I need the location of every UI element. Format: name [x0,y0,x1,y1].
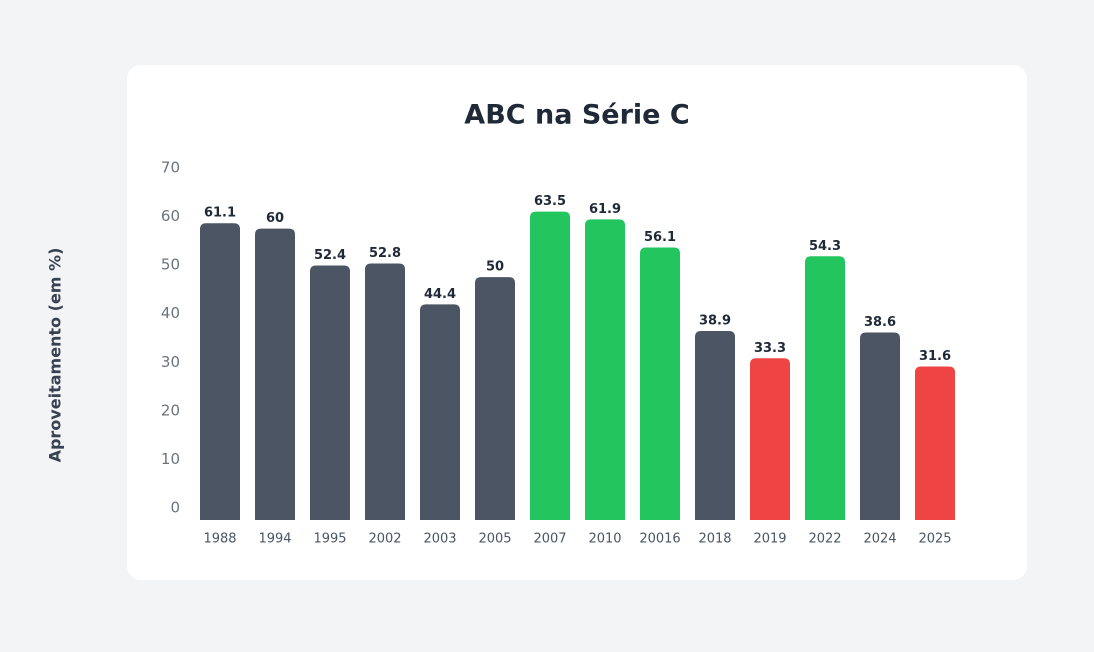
y-tick-label: 10 [161,450,180,468]
y-tick-label: 70 [161,159,180,177]
bar [310,265,350,520]
bar [475,277,515,520]
bar [420,304,460,520]
y-tick-label: 0 [170,499,180,517]
x-tick-label: 1995 [313,532,346,547]
x-tick-label: 2019 [753,532,786,547]
bar [695,331,735,520]
bar [915,366,955,520]
value-label: 38.9 [699,314,731,329]
value-label: 31.6 [919,349,951,364]
x-tick-label: 20016 [639,532,680,547]
x-tick-label: 1988 [203,532,236,547]
bar [530,211,570,521]
x-tick-label: 2003 [423,532,456,547]
value-label: 54.3 [809,239,841,254]
x-tick-label: 2005 [478,532,511,547]
x-tick-label: 2007 [533,532,566,547]
x-tick-label: 2022 [808,532,841,547]
value-label: 50 [486,260,504,275]
y-tick-label: 50 [161,256,180,274]
bar [750,358,790,520]
value-label: 44.4 [424,287,456,302]
x-tick-label: 2024 [863,532,896,547]
y-tick-label: 60 [161,207,180,225]
x-tick-label: 2010 [588,532,621,547]
value-label: 61.1 [204,206,236,221]
x-tick-label: 1994 [258,532,291,547]
x-tick-label: 2002 [368,532,401,547]
y-tick-label: 20 [161,401,180,419]
value-label: 61.9 [589,202,621,217]
value-label: 38.6 [864,315,896,330]
y-axis-label: Aproveitamento (em %) [46,248,65,463]
card [127,65,1027,580]
bar [860,332,900,520]
value-label: 56.1 [644,230,676,245]
value-label: 60 [266,211,284,226]
bar [640,247,680,520]
value-label: 52.4 [314,248,346,263]
chart-title: ABC na Série C [464,100,689,131]
bar [255,228,295,521]
y-tick-label: 30 [161,353,180,371]
bar [585,219,625,521]
bar [805,256,845,520]
bar [200,223,240,520]
x-tick-label: 2018 [698,532,731,547]
value-label: 63.5 [534,194,566,209]
y-tick-label: 40 [161,304,180,322]
value-label: 33.3 [754,341,786,356]
value-label: 52.8 [369,246,401,261]
bar [365,263,405,520]
x-tick-label: 2025 [918,532,951,547]
